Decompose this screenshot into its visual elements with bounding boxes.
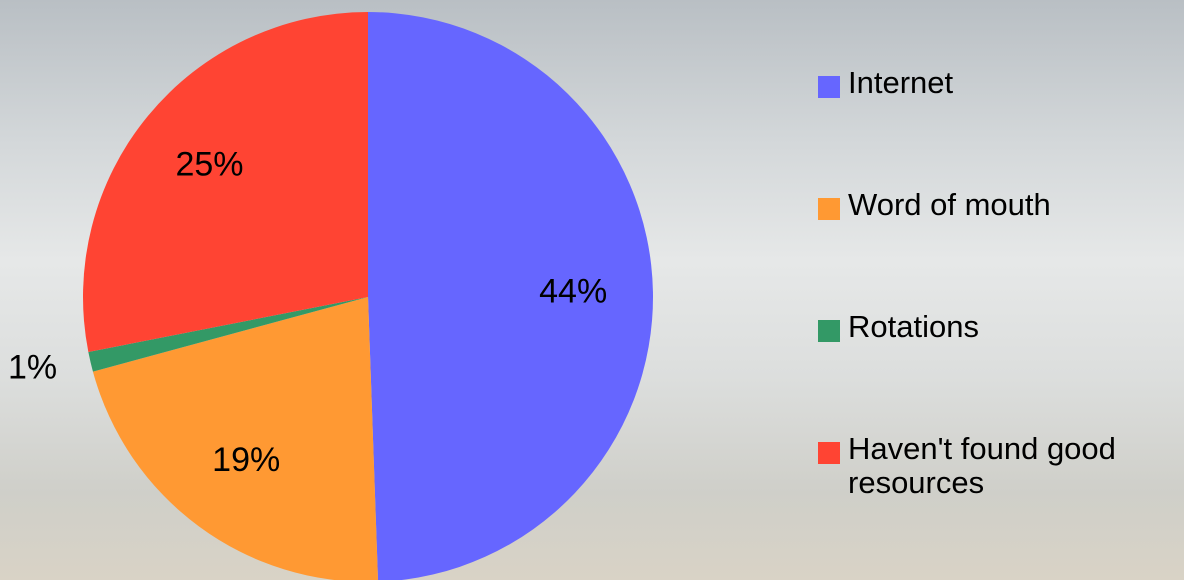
- legend-swatch: [818, 198, 840, 220]
- legend-item: Haven't found good resources: [818, 428, 1184, 550]
- pie-slice: [368, 12, 653, 580]
- data-label: 44%: [539, 272, 607, 310]
- legend-label: Haven't found good resources: [848, 432, 1148, 500]
- legend-swatch: [818, 442, 840, 464]
- chart: 44% 19% 1% 25% Internet Word of mouth Rotatio…: [0, 0, 1184, 580]
- legend: Internet Word of mouth Rotations Haven't fo…: [818, 62, 1184, 550]
- legend-label: Word of mouth: [848, 188, 1148, 222]
- data-label: 25%: [175, 146, 243, 184]
- legend-swatch: [818, 320, 840, 342]
- data-label: 19%: [212, 441, 280, 479]
- legend-label: Rotations: [848, 310, 1148, 344]
- legend-swatch: [818, 76, 840, 98]
- legend-item: Word of mouth: [818, 184, 1184, 306]
- data-label: 1%: [8, 349, 57, 387]
- pie-area: 44% 19% 1% 25%: [0, 0, 760, 580]
- legend-item: Internet: [818, 62, 1184, 184]
- legend-item: Rotations: [818, 306, 1184, 428]
- legend-label: Internet: [848, 66, 1148, 100]
